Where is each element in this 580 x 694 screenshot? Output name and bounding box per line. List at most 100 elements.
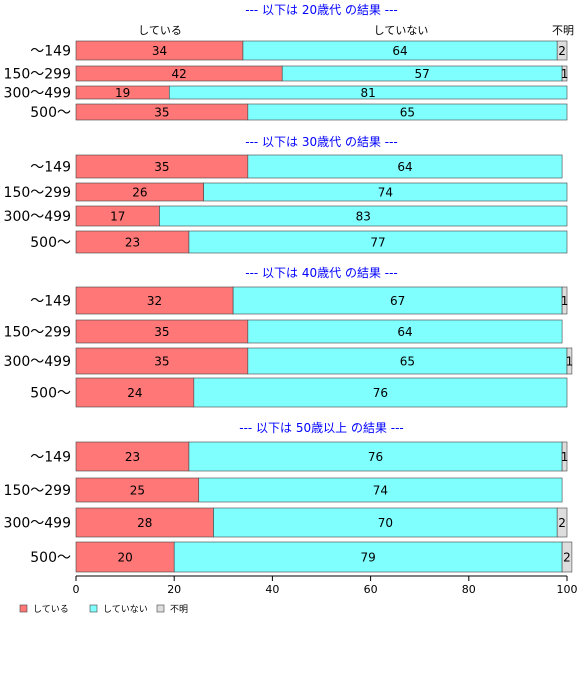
bar-segment-unknown xyxy=(556,40,568,61)
data-label: 70 xyxy=(378,516,393,530)
category-label: ～149 xyxy=(30,44,71,60)
bar-segment-unknown xyxy=(561,441,568,472)
data-label: 2 xyxy=(558,516,566,530)
data-label: 67 xyxy=(390,294,405,308)
bar-segment-no xyxy=(247,154,563,179)
data-label: 1 xyxy=(561,450,569,464)
x-tick-label: 0 xyxy=(73,583,80,596)
data-label: 25 xyxy=(130,484,145,498)
category-label: 300～499 xyxy=(4,86,71,102)
bar-segment-yes xyxy=(75,286,234,315)
column-header-2: していない xyxy=(374,24,429,37)
data-label: 24 xyxy=(127,386,142,400)
data-label: 23 xyxy=(125,450,140,464)
category-label: 150～299 xyxy=(4,325,71,341)
bar-segment-no xyxy=(247,347,568,375)
bar-segment-no xyxy=(198,477,563,503)
category-label: 150～299 xyxy=(4,185,71,201)
bar-segment-unknown xyxy=(561,541,573,573)
data-label: 1 xyxy=(566,355,574,369)
group-title: --- 以下は 30歳代 の結果 --- xyxy=(245,135,398,149)
x-tick-label: 100 xyxy=(557,583,578,596)
x-tick-label: 60 xyxy=(364,583,378,596)
data-label: 81 xyxy=(361,86,376,100)
data-label: 76 xyxy=(373,386,388,400)
category-label: ～149 xyxy=(30,294,71,310)
bar-segment-no xyxy=(188,230,568,254)
bar-segment-unknown xyxy=(561,286,568,315)
x-tick-label: 80 xyxy=(462,583,476,596)
bar-segment-yes xyxy=(75,441,190,472)
bar-segment-yes xyxy=(75,347,249,375)
data-label: 2 xyxy=(563,551,571,565)
x-tick-label: 20 xyxy=(167,583,181,596)
data-label: 32 xyxy=(147,294,162,308)
bar-segment-no xyxy=(213,507,558,538)
data-label: 17 xyxy=(110,210,125,224)
category-label: ～149 xyxy=(30,450,71,466)
legend-swatch xyxy=(19,604,28,613)
data-label: 77 xyxy=(370,236,385,250)
legend-label: 不明 xyxy=(170,604,188,615)
data-label: 64 xyxy=(397,160,412,174)
bar-segment-no xyxy=(247,319,563,344)
bar-segment-unknown xyxy=(566,347,573,375)
data-label: 20 xyxy=(117,551,132,565)
bar-segment-yes xyxy=(75,377,195,408)
data-label: 79 xyxy=(361,551,376,565)
category-label: 300～499 xyxy=(4,209,71,225)
data-label: 57 xyxy=(415,67,430,81)
group-title: --- 以下は 40歳代 の結果 --- xyxy=(245,266,398,280)
data-label: 74 xyxy=(378,186,393,200)
category-label: 500～ xyxy=(30,235,71,251)
bar-segment-no xyxy=(247,103,568,121)
category-label: 500～ xyxy=(30,550,71,566)
column-header-1: している xyxy=(138,24,182,37)
category-label: 300～499 xyxy=(4,516,71,532)
data-label: 2 xyxy=(558,44,566,58)
bar-segment-no xyxy=(159,205,568,227)
bar-segment-no xyxy=(168,85,568,100)
data-label: 64 xyxy=(397,325,412,339)
legend-label: している xyxy=(33,604,69,615)
bar-segment-no xyxy=(173,541,563,573)
bar-segment-no xyxy=(188,441,563,472)
bar-segment-no xyxy=(232,286,563,315)
data-label: 83 xyxy=(356,210,371,224)
column-header-3: 不明 xyxy=(552,24,574,37)
category-label: 500～ xyxy=(30,105,71,121)
x-tick-label: 40 xyxy=(265,583,279,596)
data-label: 76 xyxy=(368,450,383,464)
data-label: 34 xyxy=(152,44,167,58)
data-label: 1 xyxy=(561,294,569,308)
data-label: 23 xyxy=(125,236,140,250)
data-label: 19 xyxy=(115,86,130,100)
group-title: --- 以下は 50歳以上 の結果 --- xyxy=(239,421,404,435)
data-label: 65 xyxy=(400,106,415,120)
data-label: 35 xyxy=(154,325,169,339)
legend-swatch xyxy=(156,604,165,613)
bar-segment-no xyxy=(203,182,568,202)
data-label: 26 xyxy=(132,186,147,200)
category-label: ～149 xyxy=(30,160,71,176)
group-title: --- 以下は 20歳代 の結果 --- xyxy=(245,3,398,17)
category-label: 300～499 xyxy=(4,354,71,370)
category-label: 150～299 xyxy=(4,67,71,83)
bar-segment-unknown xyxy=(561,65,568,82)
legend-label: していない xyxy=(103,604,148,615)
data-label: 35 xyxy=(154,160,169,174)
category-label: 150～299 xyxy=(4,483,71,499)
data-label: 1 xyxy=(561,67,569,81)
category-label: 500～ xyxy=(30,386,71,402)
data-label: 64 xyxy=(392,44,407,58)
bar-segment-unknown xyxy=(556,507,568,538)
data-label: 74 xyxy=(373,484,388,498)
bar-segment-no xyxy=(193,377,568,408)
data-label: 65 xyxy=(400,355,415,369)
data-label: 35 xyxy=(154,355,169,369)
data-label: 35 xyxy=(154,106,169,120)
bar-segment-yes xyxy=(75,507,214,538)
data-label: 42 xyxy=(171,67,186,81)
legend-swatch xyxy=(89,604,98,613)
